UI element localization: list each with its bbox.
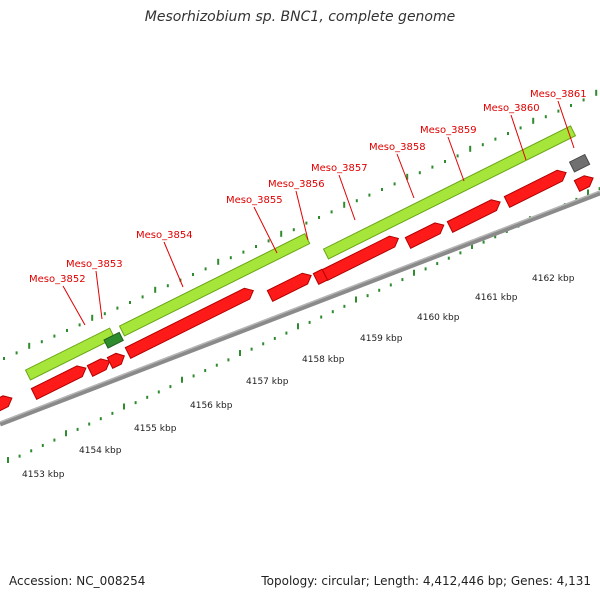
topology-text: Topology: circular; Length: 4,412,446 bp… (261, 574, 591, 588)
gene-arrow (266, 272, 312, 303)
scale-label: 4160 kbp (417, 313, 460, 323)
label-leader (253, 206, 278, 254)
backbone-line (0, 190, 600, 427)
gene-arrow-group (446, 199, 501, 234)
gene-label: Meso_3858 (369, 142, 426, 153)
label-leader (62, 285, 86, 326)
gene-arrow (321, 235, 400, 282)
label-leaders (62, 100, 575, 326)
gene-arrow (30, 365, 87, 401)
gene-arrow (86, 358, 111, 378)
label-leader (163, 241, 184, 288)
gene-label: Meso_3852 (29, 274, 86, 285)
gene-label: Meso_3854 (136, 230, 193, 241)
label-leader (557, 100, 575, 149)
scale-label: 4157 kbp (246, 377, 289, 387)
gene-arrow (404, 222, 445, 250)
label-leader (396, 153, 415, 199)
cds-bar-group (24, 327, 116, 381)
gene-arrow (446, 199, 501, 234)
gene-arrow-group (124, 287, 254, 360)
gene-arrow-group (266, 272, 312, 303)
label-leader (447, 136, 465, 182)
gene-arrow (106, 352, 125, 370)
gene-arrow (503, 169, 567, 209)
gene-arrow-group (0, 395, 13, 414)
label-leader (510, 114, 527, 161)
gene-arrow-group (503, 169, 567, 209)
gene-label: Meso_3856 (268, 179, 325, 190)
labels: 4153 kbp 4154 kbp 4155 kbp 4156 kbp 4157 kbp… (22, 89, 587, 480)
gene-arrow-group (321, 235, 400, 282)
genome-title: Mesorhizobium sp. BNC1, complete genome (144, 9, 456, 25)
gene-arrow-group (106, 352, 125, 370)
backbone (0, 190, 600, 427)
other-block (568, 153, 591, 173)
label-leader (295, 190, 309, 241)
gene-arrow-group (86, 358, 111, 378)
gene-arrow (573, 175, 594, 193)
scale-label: 4154 kbp (79, 446, 122, 456)
scale-label: 4158 kbp (302, 355, 345, 365)
gene-label: Meso_3859 (420, 125, 477, 136)
gene-arrow (124, 287, 254, 360)
cds-bar (24, 327, 116, 381)
cds-bar (322, 125, 577, 260)
scale-label: 4159 kbp (360, 334, 403, 344)
cds-bar-group (322, 125, 577, 260)
gene-arrow-group (404, 222, 445, 250)
rna-block (103, 331, 124, 349)
scale-label: 4155 kbp (134, 424, 177, 434)
other-block-group (568, 153, 591, 173)
gene-arrow-group (30, 365, 87, 401)
gene-label: Meso_3861 (530, 89, 587, 100)
scale-label: 4162 kbp (532, 274, 575, 284)
gene-label: Meso_3857 (311, 163, 368, 174)
gene-label: Meso_3855 (226, 195, 283, 206)
rna-block-group (103, 331, 124, 349)
scale-label: 4156 kbp (190, 401, 233, 411)
label-leader (338, 174, 356, 221)
scale-label: 4153 kbp (22, 470, 65, 480)
backbone-highlight (0, 190, 600, 423)
accession-text: Accession: NC_008254 (9, 574, 146, 588)
gene-label: Meso_3860 (483, 103, 540, 114)
gene-label: Meso_3853 (66, 259, 123, 270)
label-leader (95, 270, 103, 320)
features (0, 125, 594, 414)
gene-arrow-group (573, 175, 594, 193)
gene-arrow (0, 395, 13, 414)
scale-label: 4161 kbp (475, 293, 518, 303)
